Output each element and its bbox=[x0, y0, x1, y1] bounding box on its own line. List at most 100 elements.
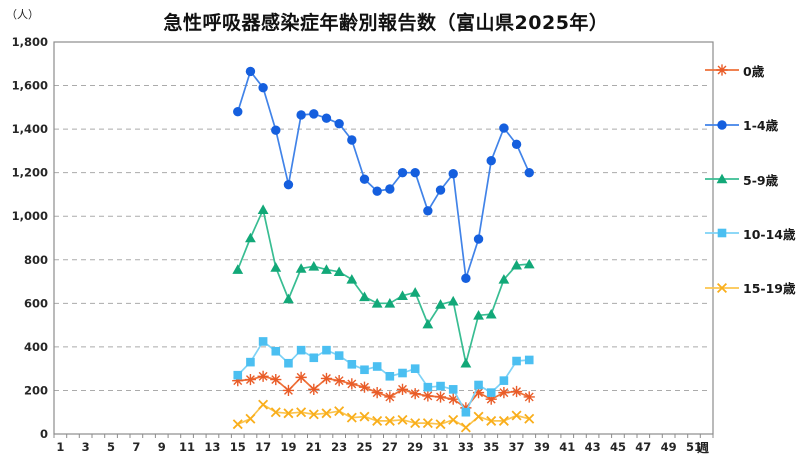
data-point-asterisk bbox=[434, 391, 447, 403]
data-point-x bbox=[346, 412, 357, 423]
data-point-asterisk bbox=[333, 375, 345, 387]
data-point-asterisk bbox=[447, 393, 459, 405]
data-point-triangle bbox=[308, 261, 320, 271]
x-axis-tick-label: 45 bbox=[610, 440, 626, 454]
y-axis-tick-label: 0 bbox=[40, 427, 48, 441]
data-point-square bbox=[322, 345, 331, 355]
data-point-square bbox=[448, 385, 458, 394]
data-point-x bbox=[397, 414, 408, 425]
data-point-circle bbox=[524, 167, 534, 178]
data-point-circle bbox=[283, 179, 294, 190]
data-point-x bbox=[422, 418, 433, 429]
plot-border bbox=[53, 41, 714, 435]
data-point-asterisk bbox=[384, 391, 396, 403]
data-point-x bbox=[258, 399, 269, 410]
data-point-x bbox=[359, 411, 370, 422]
data-point-triangle bbox=[397, 290, 408, 301]
data-point-x bbox=[524, 413, 535, 424]
x-axis-tick-label: 37 bbox=[509, 440, 525, 454]
data-point-square bbox=[385, 371, 395, 381]
y-axis-tick-label: 1,600 bbox=[12, 79, 48, 93]
y-axis-tick-label: 1,400 bbox=[12, 122, 48, 136]
data-point-x bbox=[321, 408, 332, 419]
data-point-triangle bbox=[359, 291, 370, 302]
x-axis-tick-label: 35 bbox=[483, 440, 499, 454]
data-point-asterisk bbox=[460, 402, 472, 414]
data-point-x bbox=[435, 419, 446, 430]
x-axis-tick-label: 31 bbox=[433, 440, 449, 454]
data-point-x bbox=[245, 413, 256, 424]
y-axis-tick-label: 600 bbox=[24, 296, 48, 310]
data-point-circle bbox=[309, 109, 319, 119]
data-point-square bbox=[360, 365, 369, 375]
data-point-triangle bbox=[523, 258, 535, 269]
data-point-x bbox=[410, 418, 421, 429]
data-point-triangle bbox=[321, 264, 332, 274]
data-point-square bbox=[436, 381, 445, 391]
data-point-square bbox=[486, 388, 496, 397]
data-point-x bbox=[372, 415, 383, 426]
data-point-asterisk bbox=[346, 378, 358, 390]
data-point-triangle bbox=[460, 357, 472, 368]
x-axis-tick-label: 11 bbox=[179, 440, 195, 454]
series-line-1-4歳 bbox=[236, 70, 530, 280]
data-point-x bbox=[498, 415, 509, 426]
x-axis-tick-label: 17 bbox=[255, 440, 271, 454]
x-axis-tick-label: 13 bbox=[204, 440, 220, 454]
data-point-square bbox=[474, 380, 483, 390]
data-point-circle bbox=[397, 167, 408, 178]
x-axis-tick-label: 33 bbox=[458, 440, 474, 454]
series-line-5-9歳 bbox=[237, 208, 530, 365]
data-point-asterisk bbox=[523, 391, 535, 403]
data-point-triangle bbox=[333, 266, 345, 277]
data-point-x bbox=[232, 419, 243, 430]
data-point-asterisk bbox=[485, 393, 497, 405]
data-point-asterisk bbox=[244, 373, 257, 386]
data-point-circle bbox=[347, 135, 357, 145]
data-point-x bbox=[296, 407, 307, 418]
data-point-asterisk bbox=[409, 388, 421, 400]
data-point-triangle bbox=[435, 299, 446, 309]
data-point-x bbox=[460, 422, 471, 433]
data-point-triangle bbox=[485, 308, 497, 319]
data-point-triangle bbox=[422, 318, 434, 329]
chart-title: 急性呼吸器感染症年齢別報告数（富山県2025年） bbox=[163, 12, 609, 34]
data-point-x bbox=[308, 409, 319, 420]
data-point-triangle bbox=[447, 295, 459, 306]
x-axis-tick-label: 23 bbox=[331, 440, 347, 454]
data-point-x bbox=[473, 411, 484, 422]
y-axis-tick-label: 400 bbox=[24, 340, 48, 354]
data-point-triangle bbox=[473, 310, 484, 320]
data-point-asterisk bbox=[510, 385, 523, 398]
data-point-square bbox=[296, 345, 306, 355]
x-axis-ticks bbox=[53, 434, 714, 438]
data-point-square bbox=[372, 362, 382, 371]
data-point-triangle bbox=[346, 274, 358, 284]
data-point-asterisk bbox=[232, 375, 244, 387]
data-point-square bbox=[398, 368, 407, 378]
x-axis-unit-label: 週 bbox=[697, 441, 710, 455]
data-point-circle bbox=[245, 66, 256, 77]
y-axis-tick-label: 1,200 bbox=[12, 166, 48, 180]
data-point-circle bbox=[321, 113, 332, 123]
x-axis-tick-label: 21 bbox=[306, 440, 322, 454]
data-point-asterisk bbox=[371, 387, 383, 399]
x-axis-tick-label: 19 bbox=[280, 440, 296, 454]
y-axis-tick-label: 200 bbox=[24, 383, 48, 397]
data-point-square bbox=[499, 376, 509, 385]
y-axis-tick-label: 1,800 bbox=[12, 35, 48, 49]
data-point-asterisk bbox=[295, 371, 307, 383]
data-point-square bbox=[284, 358, 293, 368]
data-point-square bbox=[334, 351, 344, 360]
x-axis-tick-label: 25 bbox=[356, 440, 372, 454]
data-point-circle bbox=[423, 206, 433, 216]
data-point-asterisk bbox=[422, 390, 434, 402]
data-point-x bbox=[334, 406, 345, 417]
data-point-circle bbox=[372, 186, 382, 196]
data-point-circle bbox=[385, 184, 395, 194]
data-point-circle bbox=[410, 167, 420, 178]
x-axis-tick-label: 47 bbox=[635, 440, 651, 454]
data-point-circle bbox=[233, 106, 243, 117]
